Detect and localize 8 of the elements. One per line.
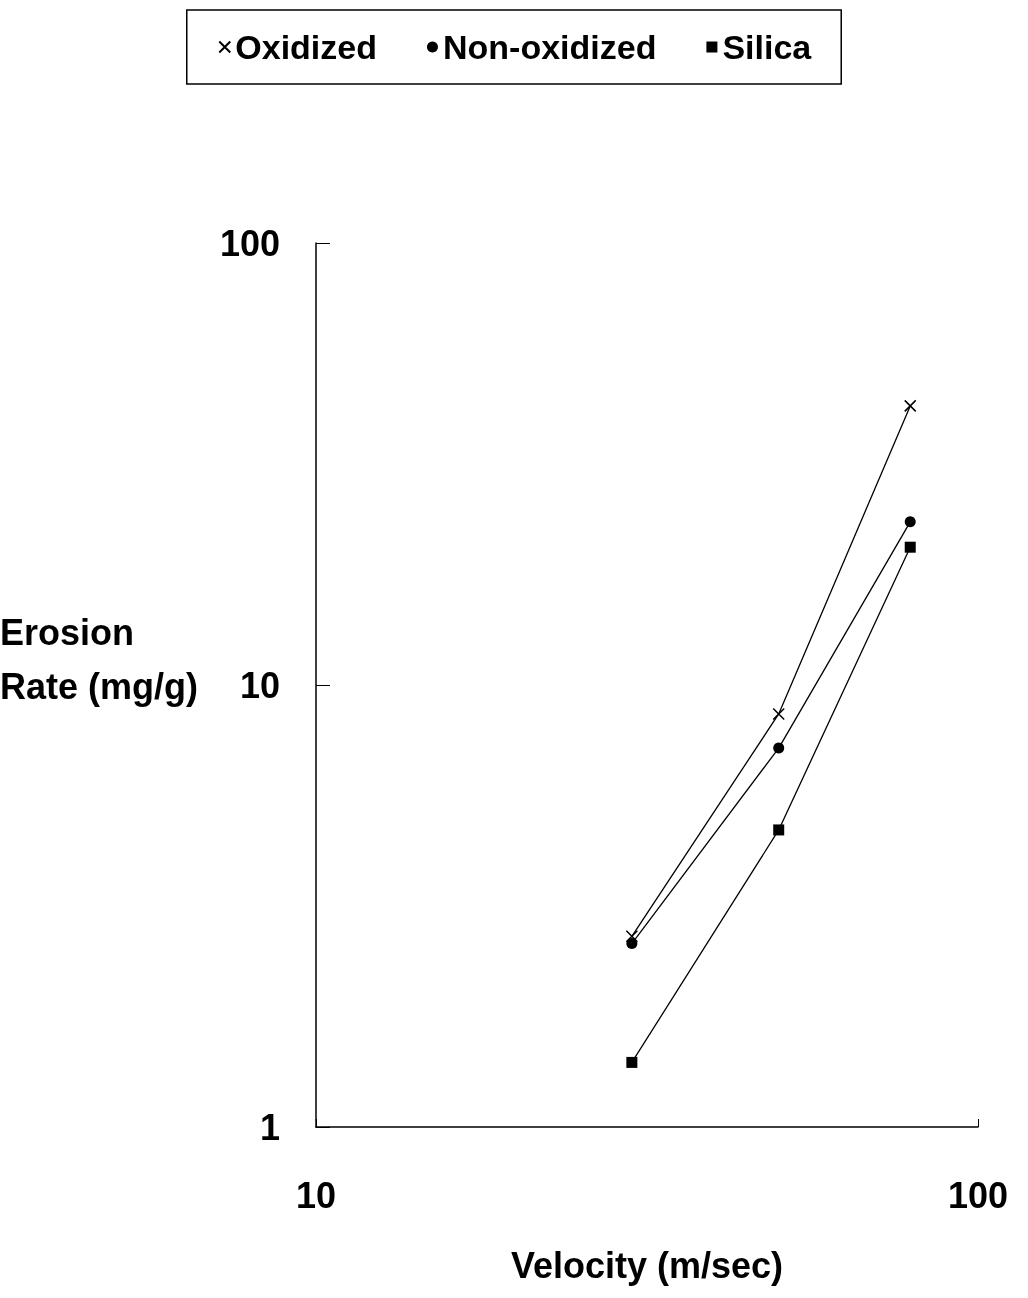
legend-label: Silica	[722, 28, 813, 66]
y-axis-title: Erosion Rate (mg/g)	[0, 611, 198, 707]
y-tick-label: 100	[219, 222, 280, 264]
y-tick-label: 1	[259, 1106, 280, 1148]
y-tick-label: 10	[239, 664, 280, 706]
x-axis-title: Velocity (m/sec)	[510, 1244, 784, 1286]
legend-label: Oxidized	[235, 28, 377, 66]
legend-label: Non-oxidized	[442, 28, 657, 66]
